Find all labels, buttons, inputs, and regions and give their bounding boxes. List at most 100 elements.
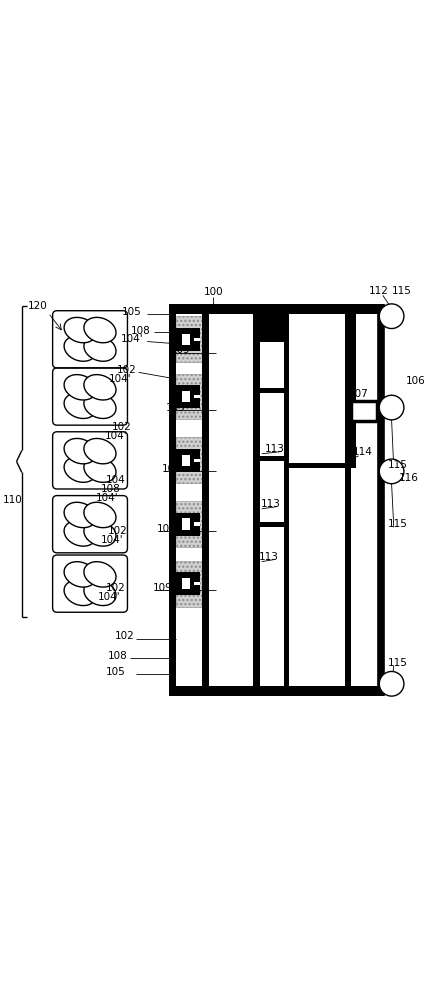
Bar <box>259 522 284 527</box>
Bar <box>190 462 200 467</box>
Bar <box>176 328 181 351</box>
Bar <box>194 338 200 341</box>
Circle shape <box>379 395 404 420</box>
Bar <box>190 454 200 459</box>
Bar <box>194 459 200 462</box>
Bar <box>190 333 194 345</box>
Text: 109: 109 <box>157 524 177 534</box>
Ellipse shape <box>64 562 96 587</box>
Text: 104': 104' <box>100 535 123 545</box>
Bar <box>190 526 200 530</box>
Bar <box>190 341 200 345</box>
Bar <box>259 456 284 461</box>
Bar <box>345 304 351 696</box>
Ellipse shape <box>64 317 96 343</box>
Ellipse shape <box>64 438 96 464</box>
Text: 102: 102 <box>114 631 134 641</box>
Ellipse shape <box>64 393 96 418</box>
Text: 104: 104 <box>106 475 125 485</box>
Bar <box>176 530 200 536</box>
Text: 112: 112 <box>368 286 388 296</box>
Text: 113: 113 <box>261 499 280 509</box>
Text: 105: 105 <box>122 307 142 317</box>
Bar <box>351 314 381 686</box>
Bar <box>289 314 345 463</box>
Bar <box>176 374 202 419</box>
Bar <box>190 585 200 590</box>
Text: 102: 102 <box>116 365 136 375</box>
Bar <box>259 314 284 342</box>
Bar <box>176 513 200 518</box>
Bar <box>169 304 381 314</box>
Bar <box>176 589 200 595</box>
Bar <box>176 449 200 455</box>
Bar <box>176 385 200 391</box>
Bar <box>190 518 194 530</box>
Ellipse shape <box>84 562 116 587</box>
Ellipse shape <box>64 375 96 400</box>
Bar <box>176 466 200 472</box>
Bar <box>190 577 200 582</box>
Bar <box>259 314 284 686</box>
Text: 109: 109 <box>166 403 186 413</box>
Bar <box>190 390 200 395</box>
Circle shape <box>379 304 404 329</box>
Bar <box>169 304 381 696</box>
Ellipse shape <box>84 502 116 528</box>
Ellipse shape <box>84 580 116 606</box>
Ellipse shape <box>64 336 96 361</box>
Text: 102: 102 <box>108 526 128 536</box>
Circle shape <box>379 671 404 696</box>
Text: 108: 108 <box>131 326 151 336</box>
Text: 102: 102 <box>112 422 132 432</box>
Text: 109: 109 <box>170 345 190 355</box>
Bar <box>169 686 381 696</box>
Text: 108: 108 <box>101 484 121 494</box>
Bar <box>181 578 200 589</box>
Text: 106: 106 <box>406 376 426 386</box>
Bar <box>194 395 200 398</box>
Text: 115: 115 <box>388 658 408 668</box>
Bar <box>190 333 200 338</box>
Bar <box>181 455 200 466</box>
Ellipse shape <box>84 521 116 546</box>
Bar <box>176 328 200 334</box>
Text: 107: 107 <box>349 389 368 399</box>
Text: 104': 104' <box>96 493 119 503</box>
Bar <box>176 561 202 607</box>
Bar <box>202 304 209 696</box>
Text: 116: 116 <box>399 473 419 483</box>
Text: 113: 113 <box>265 444 285 454</box>
Text: 108: 108 <box>108 651 128 661</box>
Bar <box>190 577 194 590</box>
Text: 104': 104' <box>105 431 128 441</box>
Bar <box>176 513 181 536</box>
Ellipse shape <box>64 580 96 606</box>
Bar <box>176 385 181 408</box>
Text: 115: 115 <box>392 286 412 296</box>
Ellipse shape <box>84 393 116 418</box>
Ellipse shape <box>84 336 116 361</box>
Bar <box>190 390 194 403</box>
Bar <box>194 582 200 585</box>
Text: 113: 113 <box>258 552 278 562</box>
Text: 109: 109 <box>153 583 172 593</box>
Bar <box>209 314 253 686</box>
Ellipse shape <box>84 317 116 343</box>
Bar <box>176 316 202 362</box>
Ellipse shape <box>84 457 116 482</box>
Bar <box>345 401 351 406</box>
Text: 104': 104' <box>109 374 132 384</box>
Ellipse shape <box>84 438 116 464</box>
Bar <box>176 449 181 472</box>
Bar <box>190 398 200 403</box>
Bar <box>176 437 202 483</box>
Ellipse shape <box>64 502 96 528</box>
Bar <box>190 518 200 522</box>
Text: 109: 109 <box>162 464 181 474</box>
Bar <box>176 572 200 578</box>
Circle shape <box>379 459 404 484</box>
Text: 100: 100 <box>203 287 223 297</box>
Text: 120: 120 <box>28 301 48 311</box>
Bar <box>345 314 356 468</box>
